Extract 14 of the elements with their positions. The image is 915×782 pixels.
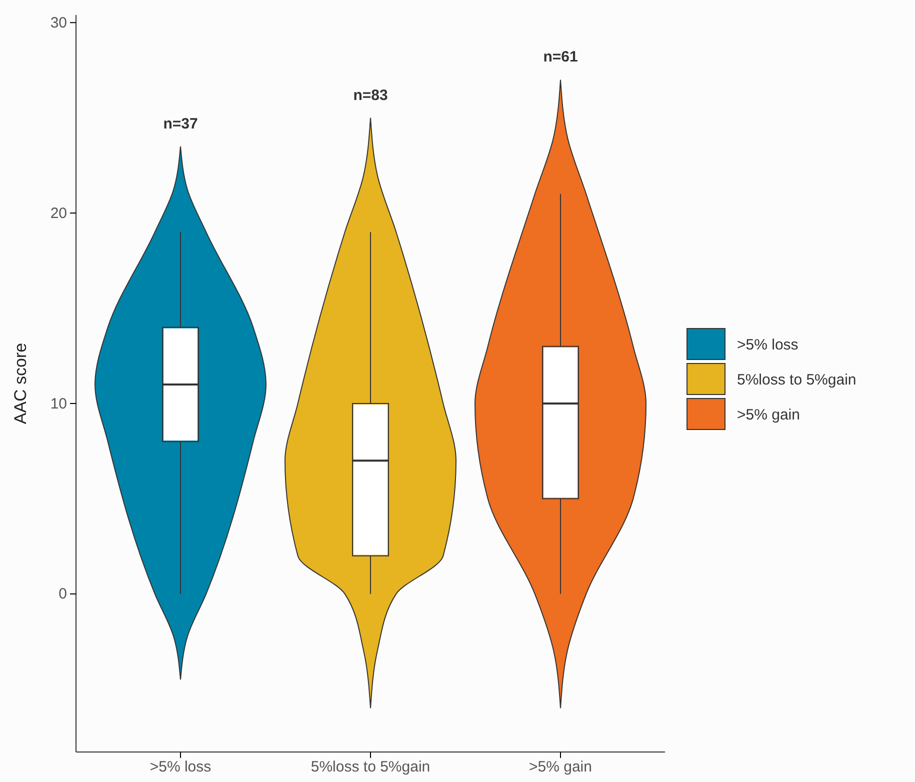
annotation: n=37 <box>163 115 198 132</box>
x-tick-label: >5% gain <box>529 758 592 776</box>
y-tick-label: 30 <box>50 14 67 32</box>
annotation: n=61 <box>543 48 578 66</box>
y-axis-title: AAC score <box>11 342 30 424</box>
legend-label: 5%loss to 5%gain <box>737 372 856 388</box>
y-tick-label: 10 <box>50 395 67 412</box>
x-tick-label: 5%loss to 5%gain <box>310 758 430 776</box>
x-tick-label: >5% loss <box>150 758 212 776</box>
legend-label: >5% gain <box>737 406 800 424</box>
y-tick-label: 0 <box>58 586 67 603</box>
y-tick-label: 20 <box>50 204 67 222</box>
legend-label: >5% loss <box>737 336 798 354</box>
annotation: n=83 <box>353 86 388 104</box>
